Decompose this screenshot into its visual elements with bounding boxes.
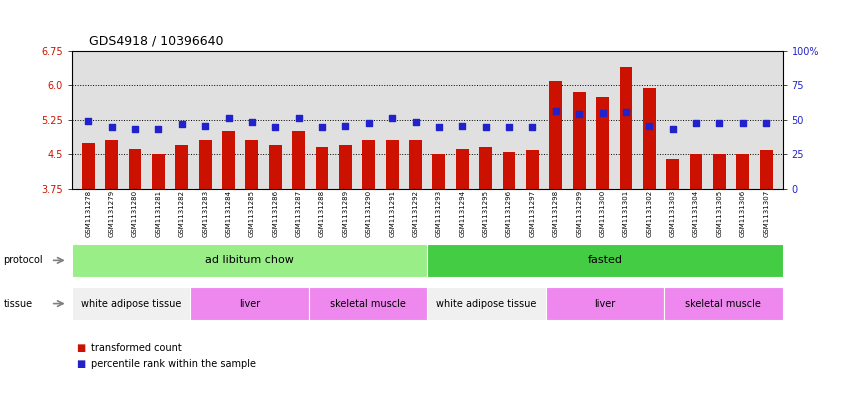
Bar bbox=[526, 150, 539, 189]
Point bbox=[643, 123, 656, 129]
Point bbox=[689, 120, 703, 126]
Bar bbox=[760, 150, 772, 189]
Point bbox=[525, 123, 539, 130]
Text: protocol: protocol bbox=[3, 255, 43, 265]
Text: skeletal muscle: skeletal muscle bbox=[330, 299, 406, 309]
Bar bbox=[549, 81, 563, 189]
Text: skeletal muscle: skeletal muscle bbox=[685, 299, 761, 309]
Bar bbox=[409, 140, 422, 189]
Point bbox=[479, 123, 492, 130]
Point bbox=[596, 110, 609, 116]
Bar bbox=[667, 159, 679, 189]
Bar bbox=[82, 143, 95, 189]
Point bbox=[386, 115, 399, 121]
Text: tissue: tissue bbox=[3, 299, 32, 309]
Text: ad libitum chow: ad libitum chow bbox=[205, 255, 294, 265]
Point bbox=[666, 126, 679, 132]
Text: white adipose tissue: white adipose tissue bbox=[81, 299, 181, 309]
Point bbox=[362, 120, 376, 126]
Point bbox=[760, 120, 773, 126]
Bar bbox=[292, 131, 305, 189]
Text: ■: ■ bbox=[76, 343, 85, 353]
Bar bbox=[479, 147, 492, 189]
Text: ■: ■ bbox=[76, 358, 85, 369]
Text: transformed count: transformed count bbox=[91, 343, 182, 353]
Bar bbox=[152, 154, 165, 189]
Point bbox=[129, 126, 142, 132]
Text: percentile rank within the sample: percentile rank within the sample bbox=[91, 358, 256, 369]
Point bbox=[81, 118, 95, 124]
Point bbox=[198, 123, 212, 129]
Bar bbox=[503, 152, 515, 189]
Point bbox=[175, 121, 189, 128]
Bar bbox=[175, 145, 188, 189]
Point bbox=[338, 123, 352, 129]
Point bbox=[432, 123, 446, 130]
Bar bbox=[713, 154, 726, 189]
Bar bbox=[222, 131, 235, 189]
Bar bbox=[316, 147, 328, 189]
Point bbox=[409, 119, 422, 125]
Point bbox=[455, 123, 469, 129]
Point bbox=[503, 123, 516, 130]
Point bbox=[292, 115, 305, 121]
Bar bbox=[199, 140, 212, 189]
Point bbox=[105, 123, 118, 130]
Bar bbox=[105, 140, 118, 189]
Bar bbox=[596, 97, 609, 189]
Point bbox=[549, 108, 563, 114]
Bar bbox=[619, 67, 632, 189]
Point bbox=[222, 115, 235, 121]
Point bbox=[736, 120, 750, 126]
Bar bbox=[456, 149, 469, 189]
Point bbox=[316, 123, 329, 130]
Bar bbox=[736, 154, 750, 189]
Point bbox=[245, 119, 259, 125]
Bar bbox=[432, 154, 445, 189]
Bar bbox=[245, 140, 258, 189]
Point bbox=[712, 120, 726, 126]
Text: white adipose tissue: white adipose tissue bbox=[437, 299, 536, 309]
Text: GDS4918 / 10396640: GDS4918 / 10396640 bbox=[89, 34, 223, 47]
Bar bbox=[573, 92, 585, 189]
Bar bbox=[386, 140, 398, 189]
Bar bbox=[362, 140, 376, 189]
Bar bbox=[129, 149, 141, 189]
Point bbox=[268, 123, 282, 130]
Bar bbox=[339, 145, 352, 189]
Bar bbox=[269, 145, 282, 189]
Text: liver: liver bbox=[594, 299, 616, 309]
Bar bbox=[689, 154, 702, 189]
Point bbox=[619, 109, 633, 115]
Text: liver: liver bbox=[239, 299, 261, 309]
Point bbox=[151, 126, 165, 132]
Text: fasted: fasted bbox=[587, 255, 623, 265]
Bar bbox=[643, 88, 656, 189]
Point bbox=[573, 111, 586, 117]
